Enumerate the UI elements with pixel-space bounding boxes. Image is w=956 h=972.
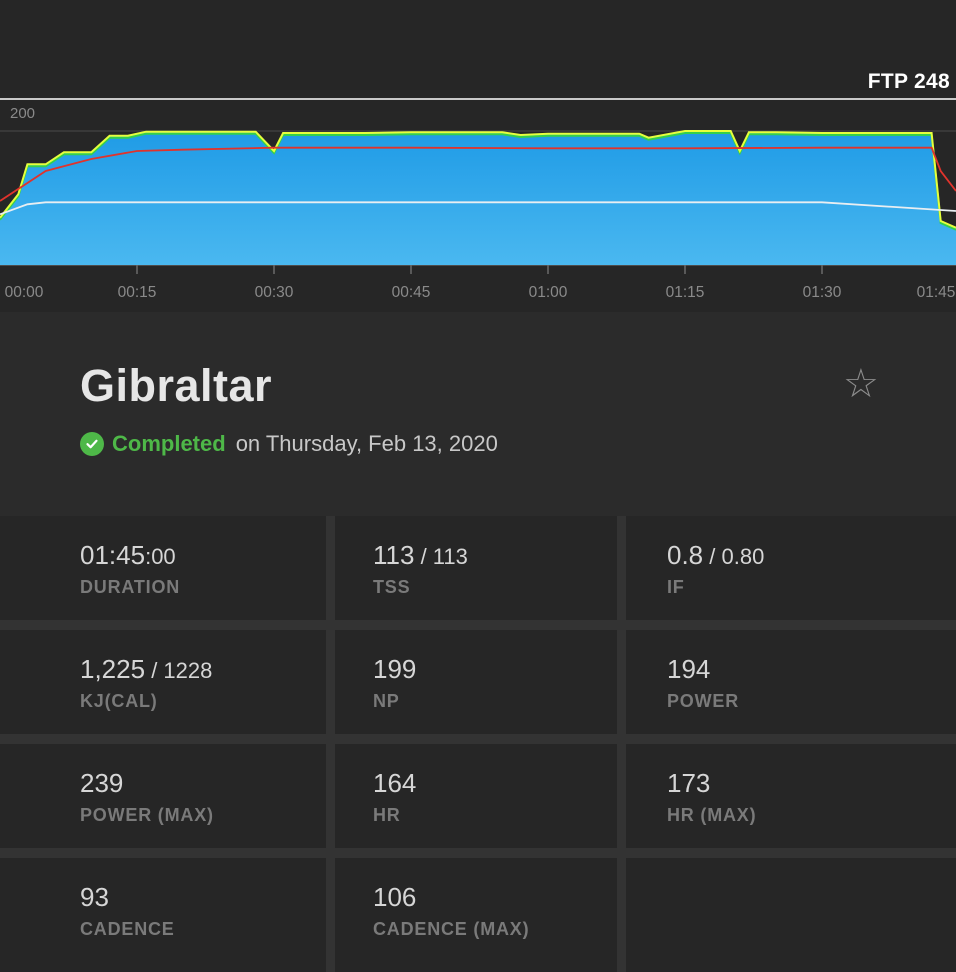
x-axis-tick-label: 00:30 (254, 284, 294, 301)
stat-label: NP (373, 691, 400, 711)
stat-label: HR (MAX) (667, 805, 757, 825)
stat-if: 0.8 / 0.80 IF (626, 516, 956, 620)
stat-value: 113 / 113 (373, 540, 468, 570)
stat-empty (626, 858, 956, 972)
x-axis-tick-label: 01:15 (665, 284, 705, 301)
stat-value: 199 (373, 654, 417, 684)
heart-rate-line (0, 146, 956, 202)
stat-value: 0.8 / 0.80 (667, 540, 765, 570)
power-chart-svg (0, 98, 956, 274)
x-axis-tick-label: 00:45 (391, 284, 431, 301)
favorite-star-icon[interactable]: ☆ (843, 362, 879, 406)
stat-np: 199 NP (335, 630, 617, 734)
stat-label: POWER (667, 691, 740, 711)
stat-value: 194 (667, 654, 711, 684)
stat-power-max: 239 POWER (MAX) (0, 744, 326, 848)
stat-label: KJ(CAL) (80, 691, 158, 711)
stat-label: IF (667, 577, 685, 597)
workout-chart: FTP 248 200 00:00 00:15 00:30 00:45 01:0… (0, 0, 956, 312)
stat-cadence: 93 CADENCE (0, 858, 326, 972)
stat-value: 164 (373, 768, 417, 798)
stat-tss: 113 / 113 TSS (335, 516, 617, 620)
completion-status: Completed on Thursday, Feb 13, 2020 (80, 431, 498, 457)
stat-value: 01:45:00 (80, 540, 176, 570)
x-axis-tick-label: 00:00 (4, 284, 44, 301)
stats-grid: 01:45:00 DURATION 113 / 113 TSS 0.8 / 0.… (0, 516, 956, 972)
stat-hr: 164 HR (335, 744, 617, 848)
stat-label: DURATION (80, 577, 181, 597)
power-area (0, 131, 956, 265)
stat-value: 106 (373, 882, 417, 912)
stat-hr-max: 173 HR (MAX) (626, 744, 956, 848)
completion-date: on Thursday, Feb 13, 2020 (235, 431, 498, 456)
x-axis-tick-label: 00:15 (117, 284, 157, 301)
stat-label: CADENCE (MAX) (373, 919, 530, 939)
stat-cadence-max: 106 CADENCE (MAX) (335, 858, 617, 972)
y-axis-tick-label: 200 (10, 105, 36, 122)
workout-info-panel: Gibraltar Completed on Thursday, Feb 13,… (0, 312, 956, 516)
ftp-label: FTP 248 (867, 70, 950, 93)
stat-power: 194 POWER (626, 630, 956, 734)
target-power-line (0, 132, 956, 231)
stat-label: CADENCE (80, 919, 175, 939)
power-line (0, 130, 956, 229)
stat-value: 1,225 / 1228 (80, 654, 213, 684)
stat-label: POWER (MAX) (80, 805, 214, 825)
check-circle-icon (80, 432, 104, 456)
x-axis-tick-label: 01:00 (528, 284, 568, 301)
cadence-line (0, 201, 956, 216)
status-completed: Completed (112, 431, 226, 456)
workout-title: Gibraltar (80, 360, 273, 411)
stat-label: TSS (373, 577, 411, 597)
stat-value: 93 (80, 882, 109, 912)
stat-kj: 1,225 / 1228 KJ(CAL) (0, 630, 326, 734)
stat-value: 239 (80, 768, 124, 798)
stat-label: HR (373, 805, 401, 825)
x-axis-tick-label: 01:30 (802, 284, 842, 301)
x-axis-tick-label: 01:45 (916, 284, 956, 301)
stat-duration: 01:45:00 DURATION (0, 516, 326, 620)
stat-value: 173 (667, 768, 711, 798)
